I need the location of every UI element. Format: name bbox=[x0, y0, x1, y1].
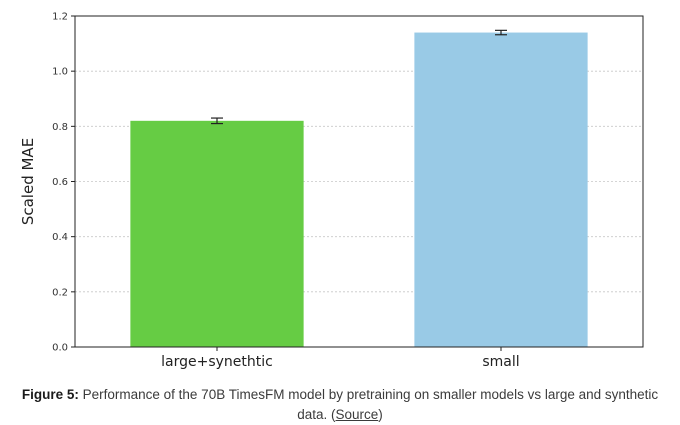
caption-label: Figure 5: bbox=[21, 387, 79, 402]
x-tick-label: large+synethtic bbox=[161, 354, 273, 370]
caption-text: Performance of the 70B TimesFM model by … bbox=[78, 387, 659, 402]
y-axis-ticks: 0.0 0.2 0.4 0.6 0.8 1.0 1.2 bbox=[52, 12, 75, 354]
caption-text-line2-suffix: ) bbox=[378, 407, 383, 422]
y-tick-label: 1.0 bbox=[52, 67, 68, 78]
bar-chart: 0.0 0.2 0.4 0.6 0.8 1.0 1.2 large+synethtic sma… bbox=[19, 12, 644, 370]
y-tick-label: 0.8 bbox=[52, 122, 68, 133]
y-axis-label: Scaled MAE bbox=[19, 138, 37, 225]
x-axis-ticks: large+synethtic small bbox=[161, 347, 520, 370]
figure-caption: Figure 5: Performance of the 70B TimesFM… bbox=[0, 385, 680, 425]
caption-line-2: data. (Source) bbox=[0, 405, 680, 425]
bars bbox=[130, 32, 588, 348]
caption-line-1: Figure 5: Performance of the 70B TimesFM… bbox=[0, 385, 680, 405]
y-tick-label: 1.2 bbox=[52, 12, 68, 23]
bar bbox=[130, 120, 304, 347]
y-tick-label: 0.6 bbox=[52, 177, 68, 188]
source-link[interactable]: Source bbox=[335, 407, 379, 422]
x-tick-label: small bbox=[482, 354, 519, 370]
bar bbox=[414, 32, 588, 348]
caption-text-line2-prefix: data. ( bbox=[297, 407, 336, 422]
y-tick-label: 0.2 bbox=[52, 287, 68, 298]
y-tick-label: 0.0 bbox=[52, 343, 68, 354]
y-tick-label: 0.4 bbox=[52, 232, 68, 243]
error-bars bbox=[211, 29, 507, 125]
